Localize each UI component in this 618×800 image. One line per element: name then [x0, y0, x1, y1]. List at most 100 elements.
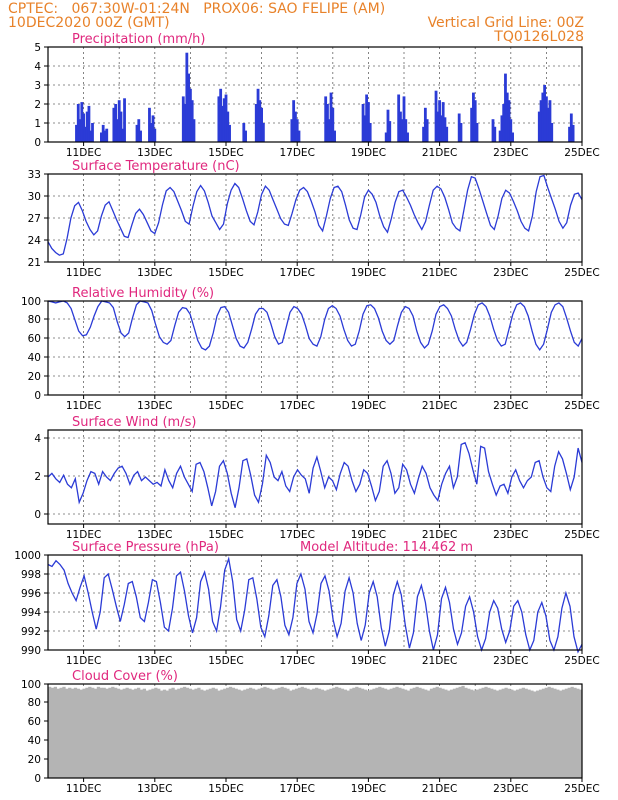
precip-bar [502, 104, 506, 142]
cloud-bar [56, 688, 60, 778]
panel-title: Relative Humidity (%) [72, 286, 214, 301]
precip-bar [244, 130, 247, 142]
panel-0: 0 1 2 3 4 5 11DEC 13DEC 15DEC 17DEC 19DEC 21DEC 23DE… [34, 32, 599, 159]
y-tick-label: 996 [21, 588, 41, 600]
x-tick-label: 23DEC [493, 147, 528, 159]
precip-bar [550, 123, 554, 142]
x-tick-label: 23DEC [493, 655, 528, 667]
cloud-bar [220, 689, 224, 778]
precip-bar [222, 98, 226, 142]
precip-bar [183, 104, 187, 142]
cloud-bar [96, 686, 101, 778]
x-tick-label: 23DEC [493, 783, 528, 795]
y-tick-label: 992 [21, 626, 41, 638]
cloud-bar [315, 687, 319, 778]
precip-bar [116, 119, 119, 142]
y-tick-label: 30 [28, 191, 41, 203]
cloud-bar [564, 688, 569, 778]
cloud-bar [237, 689, 241, 778]
precip-bar [187, 73, 191, 142]
cloud-bar [257, 688, 261, 778]
cloud-bar [116, 688, 121, 778]
cloud-bar [297, 687, 302, 778]
x-tick-label: 13DEC [137, 529, 172, 541]
x-tick-label: 17DEC [279, 529, 314, 541]
cloud-bar [404, 689, 408, 778]
cloud-bar [470, 689, 474, 778]
cloud-bar [409, 688, 414, 778]
precip-bar [402, 96, 406, 142]
precip-bar [226, 111, 230, 142]
y-tick-label: 1 [34, 118, 41, 130]
cloud-bar [332, 687, 336, 778]
cloud-bar [68, 687, 72, 778]
cloud-bar [145, 690, 149, 778]
cloud-bar [168, 688, 172, 778]
precip-bar [151, 115, 155, 142]
precip-bar [258, 100, 262, 142]
precip-bar [384, 132, 388, 142]
precip-bar [404, 119, 408, 142]
precip-bar [297, 130, 301, 142]
header-line2-right: Vertical Grid Line: 00Z [427, 15, 584, 31]
precip-bar [571, 124, 575, 142]
cloud-bar [323, 690, 327, 778]
cloud-bar [226, 687, 230, 778]
cloud-bar [260, 687, 264, 778]
precip-bar [295, 119, 299, 142]
x-tick-label: 13DEC [137, 783, 172, 795]
precip-bar [91, 123, 94, 142]
precip-bar [361, 104, 365, 142]
cloud-bar [579, 689, 583, 778]
precip-bar [87, 105, 91, 142]
precip-bar [568, 126, 571, 142]
x-tick-label: 15DEC [208, 529, 243, 541]
series-line [47, 174, 583, 256]
cloud-bar [177, 688, 181, 778]
cloud-bar [53, 686, 58, 778]
precip-bar [423, 107, 427, 142]
header-line3-right: TQ0126L028 [494, 29, 584, 45]
precip-bar [443, 117, 447, 142]
precip-bar [105, 128, 109, 142]
cloud-bar [73, 687, 78, 778]
cloud-bar [418, 687, 422, 778]
cloud-bar [438, 687, 442, 778]
cloud-bar [251, 688, 256, 778]
x-tick-label: 17DEC [279, 267, 314, 279]
precip-bar [329, 92, 333, 142]
cloud-bar [441, 688, 445, 778]
x-tick-label: 11DEC [66, 147, 101, 159]
cloud-bar [481, 687, 485, 778]
precip-bar [100, 132, 103, 142]
x-tick-label: 13DEC [137, 147, 172, 159]
precip-bar [475, 123, 479, 142]
precip-bar [472, 92, 475, 142]
x-tick-label: 13DEC [137, 400, 172, 412]
cloud-bar [553, 688, 557, 778]
precip-bar [441, 102, 445, 142]
cloud-bar [395, 686, 399, 778]
cloud-bar [99, 687, 103, 778]
precip-bar [76, 104, 80, 142]
cloud-bar [317, 688, 322, 778]
precip-bar [543, 85, 547, 142]
cloud-bar [271, 689, 276, 778]
cloud-bar [320, 689, 325, 778]
y-tick-label: 5 [34, 42, 41, 54]
cloud-bar [214, 688, 218, 778]
precip-bar [504, 73, 507, 142]
x-tick-label: 11DEC [66, 655, 101, 667]
y-tick-label: 80 [28, 697, 41, 709]
cloud-bar [533, 691, 537, 778]
cloud-bar [507, 688, 511, 778]
cloud-bar [162, 689, 167, 778]
y-tick-label: 60 [28, 716, 41, 728]
precip-bar [331, 107, 335, 142]
cloud-bar [389, 688, 393, 778]
cloud-bar [200, 689, 204, 778]
precip-bar [139, 130, 142, 142]
precip-bar [324, 96, 328, 142]
cloud-bar [266, 687, 270, 778]
x-tick-label: 19DEC [351, 400, 386, 412]
